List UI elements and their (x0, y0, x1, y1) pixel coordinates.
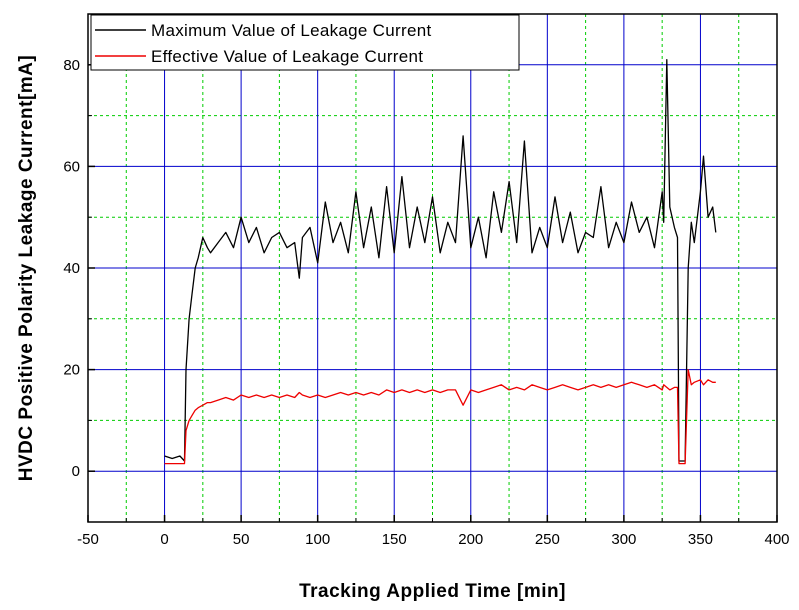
series-line-effective (164, 368, 716, 465)
x-tick-label: 400 (764, 531, 789, 548)
y-axis-title: HVDC Positive Polarity Leakage Current[m… (16, 55, 37, 481)
x-tick-label: 350 (688, 531, 713, 548)
series-line-maximum (164, 59, 717, 462)
x-tick-label: 300 (611, 531, 636, 548)
x-tick-label: 200 (458, 531, 483, 548)
x-tick-label: 150 (382, 531, 407, 548)
legend-label-effective: Effective Value of Leakage Current (151, 47, 423, 66)
x-tick-label: 100 (305, 531, 330, 548)
y-tick-label: 80 (63, 57, 80, 74)
x-tick-label: 50 (233, 531, 250, 548)
legend-label-maximum: Maximum Value of Leakage Current (151, 21, 431, 40)
grid-layer (88, 14, 777, 522)
y-tick-label: 60 (63, 158, 80, 175)
y-tick-label: 40 (63, 260, 80, 277)
y-tick-label: 0 (72, 463, 80, 480)
legend: Maximum Value of Leakage Current Effecti… (90, 14, 520, 71)
x-tick-label: 0 (160, 531, 168, 548)
tick-layer: -50 0 50 100 150 200 250 300 350 400 0 20 40 60 80 (63, 57, 789, 548)
x-axis-title: Tracking Applied Time [min] (299, 581, 566, 602)
x-tick-label: 250 (535, 531, 560, 548)
x-tick-label: -50 (77, 531, 99, 548)
legend-box (90, 14, 520, 71)
series-layer (164, 59, 717, 465)
y-tick-label: 20 (63, 362, 80, 379)
